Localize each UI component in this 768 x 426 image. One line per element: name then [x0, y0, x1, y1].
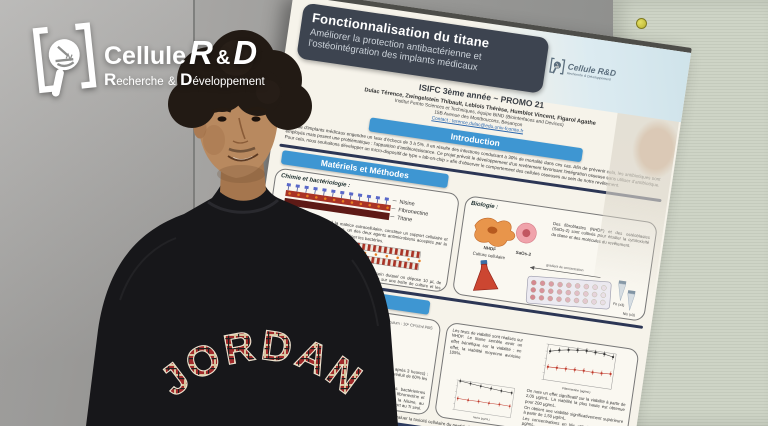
cell-results-top-row: Les tests de viabilité sont réalisés sur… [446, 327, 633, 401]
research-poster: Fonctionnalisation du titane Améliorer l… [213, 0, 692, 426]
fibronectine-line-chart: Fibronectine (µg/mL) [541, 343, 617, 394]
logo-r: R [188, 34, 213, 71]
nisine-line-chart: Nisine (µg/mL) [452, 378, 515, 421]
nis-label: Nis (x3) [623, 312, 636, 318]
poster-brand-logo: Cellule R&D Recherche & Développement [548, 57, 681, 94]
panel-results-cellular: Les tests de viabilité sont réalisés sur… [433, 321, 640, 426]
cell-viability-text: Les tests de viabilité sont réalisés sur… [449, 327, 524, 360]
logo-text: Cellule R & D Recherche & Développement [104, 24, 265, 100]
svg-text:Fn: Fn [344, 354, 349, 359]
push-pin [636, 18, 647, 29]
cell-label-saos2: SaOs-2 [515, 250, 532, 257]
logo-cellule: Cellule [104, 42, 186, 70]
biology-culture-row: Culture cellulaire gradient de concentra… [458, 249, 645, 322]
culture-block: Culture cellulaire [458, 249, 515, 302]
layer-label-titane: Titane [397, 215, 413, 223]
logo-d: D [233, 34, 258, 71]
layer-label-fibronectine: Fibronectine [398, 207, 429, 217]
panel-biology: Biologie : NHDF SaOs-2 Des fibroblastes … [451, 194, 659, 322]
fn-label: Fn (x3) [613, 302, 625, 308]
cells-drawing: NHDF SaOs-2 [474, 217, 537, 257]
poster-header: Fonctionnalisation du titane Améliorer l… [284, 0, 692, 123]
culture-flask-icon [473, 259, 499, 291]
results-row: S. aureus viability inoculum : 10⁶ CFU/m… [243, 293, 640, 426]
person-ear [193, 117, 207, 139]
biology-cells-row: NHDF SaOs-2 Des fibroblastes (NHDF) et d… [465, 209, 650, 275]
cell-label-nhdf: NHDF [483, 245, 496, 252]
cellule-rd-watermark: Cellule R & D Recherche & Développement [32, 22, 284, 100]
logo-brand-line: Cellule R & D [104, 34, 265, 72]
svg-text:Nisine (µg/mL): Nisine (µg/mL) [473, 415, 490, 421]
svg-text:Ti: Ti [319, 350, 323, 354]
person-features [211, 106, 267, 162]
svg-text:Fibronectine (µg/mL): Fibronectine (µg/mL) [562, 386, 591, 394]
logo-tagline: Recherche & Développement [104, 70, 265, 89]
petri-dish-ti [249, 364, 281, 397]
well-plate-diagram: gradient de concentration [526, 263, 636, 318]
layer-label-nisine: Nisine [399, 199, 415, 207]
cell-results-bottom-row: Nisine (µg/mL) On note un effet signific… [440, 376, 626, 426]
cellule-rd-icon [549, 57, 566, 75]
microscope-logo-icon [32, 22, 97, 97]
gradient-label: gradient de concentration [546, 263, 584, 272]
person-neck [220, 148, 266, 201]
logo-ampersand: & [215, 47, 231, 69]
